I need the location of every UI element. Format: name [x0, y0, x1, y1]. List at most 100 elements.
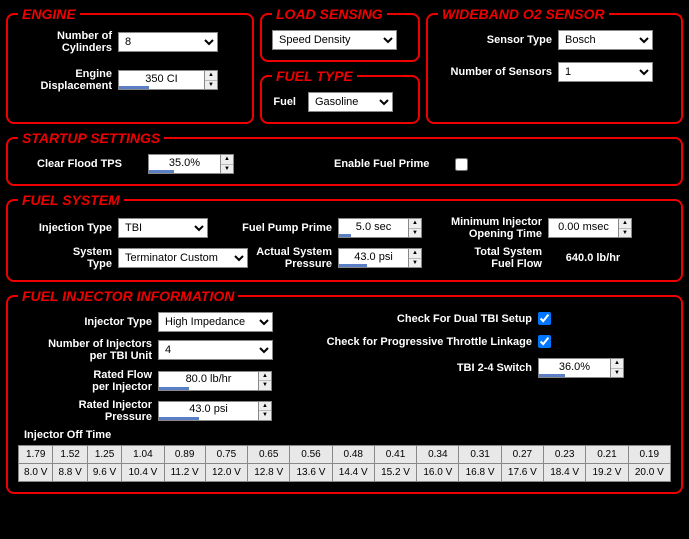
off-time-voltage-cell[interactable]: 16.8 V [459, 463, 501, 481]
off-time-cell[interactable]: 0.31 [459, 445, 501, 463]
dual-tbi-checkbox[interactable] [538, 312, 551, 325]
panel-wideband: WIDEBAND O2 SENSOR Sensor Type Bosch Num… [426, 6, 683, 124]
cylinders-select[interactable]: 8 [118, 32, 218, 52]
spin-down[interactable]: ▼ [409, 229, 421, 238]
num-inj-select[interactable]: 4 [158, 340, 273, 360]
off-time-voltage-cell[interactable]: 12.8 V [248, 463, 290, 481]
spin-down[interactable]: ▼ [409, 259, 421, 268]
enable-prime-label: Enable Fuel Prime [334, 158, 435, 170]
min-open-label: Minimum Injector Opening Time [428, 216, 548, 240]
spin-down[interactable]: ▼ [619, 229, 631, 238]
cylinders-label: Number of Cylinders [18, 30, 118, 54]
off-time-cell[interactable]: 1.25 [87, 445, 121, 463]
fuel-select[interactable]: Gasoline [308, 92, 393, 112]
spin-up[interactable]: ▲ [611, 359, 623, 369]
off-time-voltage-cell[interactable]: 12.0 V [205, 463, 247, 481]
off-time-cell[interactable]: 1.52 [53, 445, 87, 463]
progressive-checkbox[interactable] [538, 335, 551, 348]
spin-up[interactable]: ▲ [409, 219, 421, 229]
off-time-cell[interactable]: 0.89 [164, 445, 205, 463]
enable-prime-checkbox[interactable] [455, 158, 468, 171]
legend-fuel-system: FUEL SYSTEM [18, 192, 124, 208]
off-time-voltage-cell[interactable]: 13.6 V [290, 463, 332, 481]
off-time-cell[interactable]: 0.27 [501, 445, 543, 463]
panel-injector-info: FUEL INJECTOR INFORMATION Injector Type … [6, 288, 683, 494]
off-time-voltage-cell[interactable]: 16.0 V [417, 463, 459, 481]
actual-pressure-label: Actual System Pressure [208, 246, 338, 270]
off-time-cell[interactable]: 0.65 [248, 445, 290, 463]
num-sensors-label: Number of Sensors [438, 66, 558, 78]
panel-load-sensing: LOAD SENSING Speed Density [260, 6, 420, 62]
off-time-voltage-cell[interactable]: 18.4 V [544, 463, 586, 481]
off-time-cell[interactable]: 0.34 [417, 445, 459, 463]
off-time-cell[interactable]: 0.19 [628, 445, 670, 463]
legend-load-sensing: LOAD SENSING [272, 6, 387, 22]
dual-tbi-label: Check For Dual TBI Setup [298, 313, 538, 325]
off-time-cell[interactable]: 0.41 [374, 445, 416, 463]
spin-down[interactable]: ▼ [221, 165, 233, 174]
legend-startup: STARTUP SETTINGS [18, 130, 164, 146]
panel-fuel-system: FUEL SYSTEM Injection Type TBI Fuel Pump… [6, 192, 683, 282]
off-time-voltage-cell[interactable]: 17.6 V [501, 463, 543, 481]
off-time-cell[interactable]: 1.04 [122, 445, 164, 463]
off-time-voltage-cell[interactable]: 8.0 V [19, 463, 53, 481]
legend-engine: ENGINE [18, 6, 80, 22]
fuel-label: Fuel [272, 96, 302, 108]
off-time-voltage-cell[interactable]: 20.0 V [628, 463, 670, 481]
spin-up[interactable]: ▲ [259, 402, 271, 412]
rated-pressure-input[interactable]: 43.0 psi ▲▼ [158, 401, 278, 421]
off-time-cell[interactable]: 0.21 [586, 445, 628, 463]
injector-type-label: Injector Type [18, 316, 158, 328]
off-time-voltage-cell[interactable]: 10.4 V [122, 463, 164, 481]
legend-injector-info: FUEL INJECTOR INFORMATION [18, 288, 238, 304]
off-time-voltage-cell[interactable]: 14.4 V [332, 463, 374, 481]
total-flow-value: 640.0 lb/hr [548, 252, 638, 264]
panel-fuel-type: FUEL TYPE Fuel Gasoline [260, 68, 420, 124]
pump-prime-label: Fuel Pump Prime [228, 222, 338, 234]
spin-up[interactable]: ▲ [221, 155, 233, 165]
spin-up[interactable]: ▲ [205, 71, 217, 81]
off-time-voltage-cell[interactable]: 9.6 V [87, 463, 121, 481]
spin-down[interactable]: ▼ [259, 411, 271, 420]
spin-down[interactable]: ▼ [259, 381, 271, 390]
injection-type-select[interactable]: TBI [118, 218, 208, 238]
system-type-label: System Type [18, 246, 118, 270]
clear-flood-label: Clear Flood TPS [18, 158, 128, 170]
rated-flow-input[interactable]: 80.0 lb/hr ▲▼ [158, 371, 278, 391]
spin-down[interactable]: ▼ [611, 369, 623, 378]
off-time-cell[interactable]: 0.23 [544, 445, 586, 463]
off-time-cell[interactable]: 0.56 [290, 445, 332, 463]
off-time-voltage-cell[interactable]: 11.2 V [164, 463, 205, 481]
tbi-switch-label: TBI 2-4 Switch [298, 362, 538, 374]
clear-flood-input[interactable]: 35.0% ▲▼ [148, 154, 234, 174]
off-time-voltage-cell[interactable]: 15.2 V [374, 463, 416, 481]
panel-startup: STARTUP SETTINGS Clear Flood TPS 35.0% ▲… [6, 130, 683, 186]
injector-type-select[interactable]: High Impedance [158, 312, 273, 332]
load-sensing-select[interactable]: Speed Density [272, 30, 397, 50]
tbi-switch-input[interactable]: 36.0% ▲▼ [538, 358, 628, 378]
spin-up[interactable]: ▲ [259, 372, 271, 382]
off-time-table[interactable]: 1.791.521.251.040.890.750.650.560.480.41… [18, 445, 671, 482]
sensor-type-select[interactable]: Bosch [558, 30, 653, 50]
displacement-input[interactable]: 350 CI ▲▼ [118, 70, 242, 90]
displacement-label: Engine Displacement [18, 68, 118, 92]
legend-wideband: WIDEBAND O2 SENSOR [438, 6, 609, 22]
off-time-voltage-cell[interactable]: 19.2 V [586, 463, 628, 481]
off-time-cell[interactable]: 1.79 [19, 445, 53, 463]
spin-down[interactable]: ▼ [205, 81, 217, 90]
total-flow-label: Total System Fuel Flow [428, 246, 548, 270]
off-time-voltage-cell[interactable]: 8.8 V [53, 463, 87, 481]
legend-fuel-type: FUEL TYPE [272, 68, 357, 84]
spin-up[interactable]: ▲ [619, 219, 631, 229]
off-time-cell[interactable]: 0.48 [332, 445, 374, 463]
min-open-input[interactable]: 0.00 msec ▲▼ [548, 218, 638, 238]
panel-engine: ENGINE Number of Cylinders 8 Engine Disp… [6, 6, 254, 124]
actual-pressure-input[interactable]: 43.0 psi ▲▼ [338, 248, 428, 268]
off-time-label: Injector Off Time [24, 429, 671, 441]
sensor-type-label: Sensor Type [438, 34, 558, 46]
off-time-cell[interactable]: 0.75 [205, 445, 247, 463]
spin-up[interactable]: ▲ [409, 249, 421, 259]
pump-prime-input[interactable]: 5.0 sec ▲▼ [338, 218, 428, 238]
num-sensors-select[interactable]: 1 [558, 62, 653, 82]
injection-type-label: Injection Type [18, 222, 118, 234]
